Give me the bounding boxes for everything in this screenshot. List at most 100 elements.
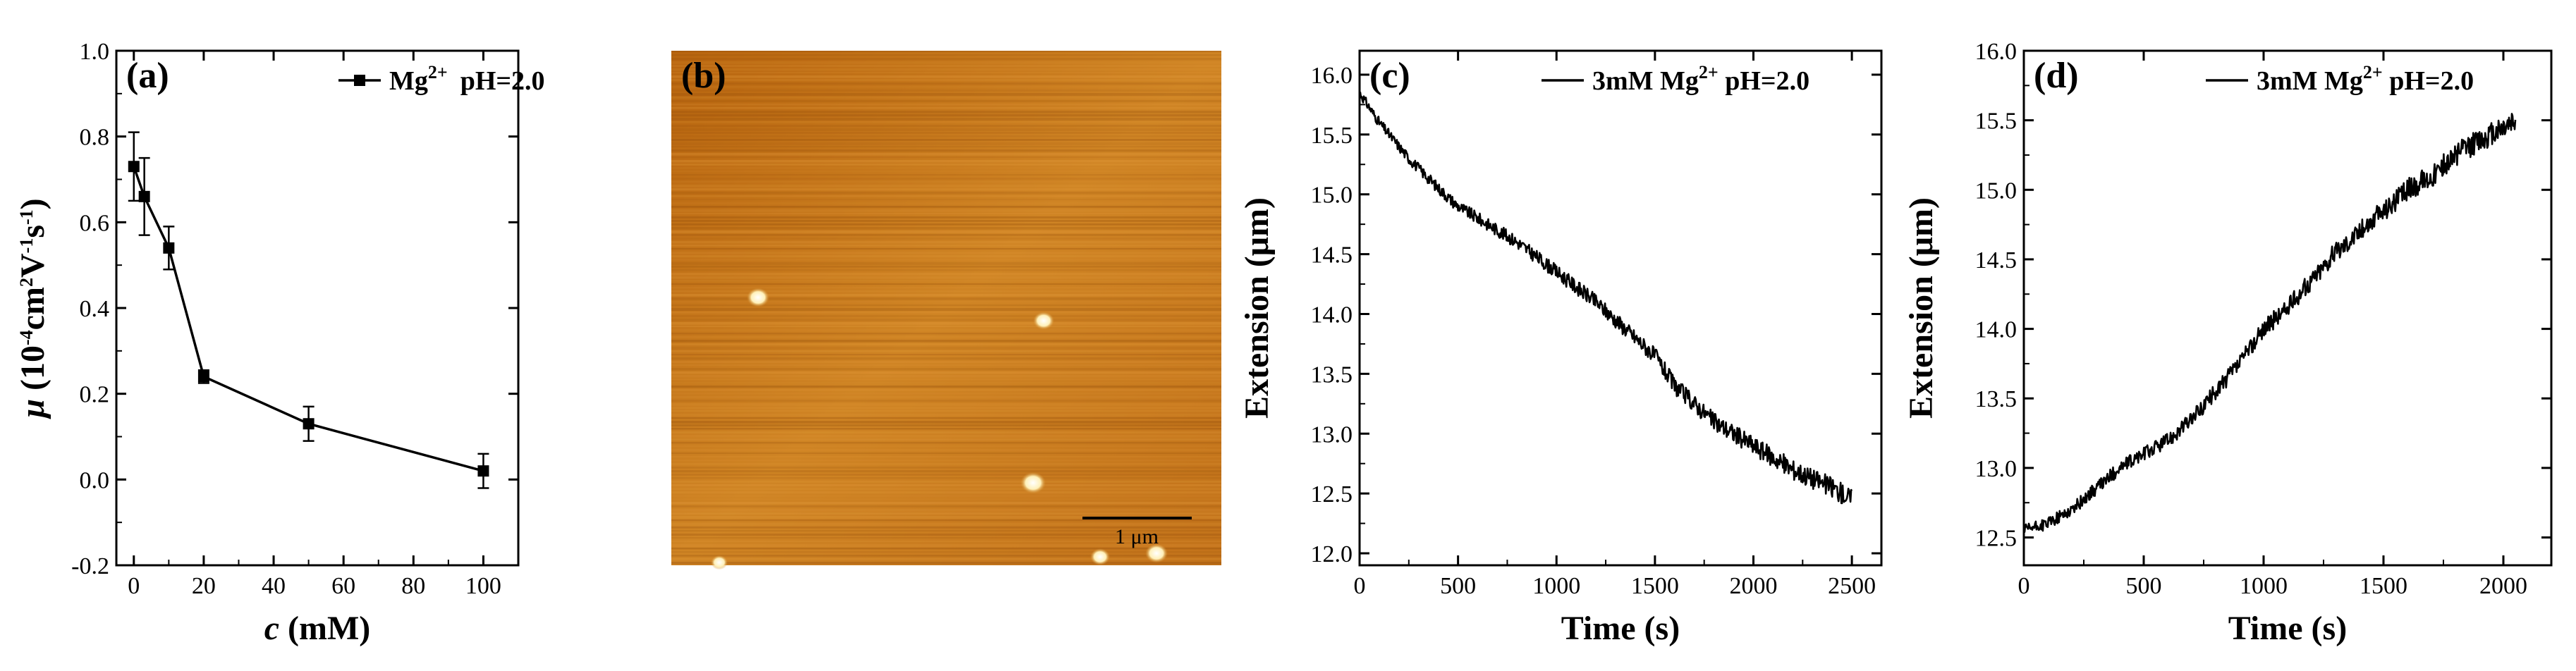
scan-line: [671, 209, 1221, 212]
scan-line: [671, 477, 1221, 479]
scan-line: [671, 58, 1221, 61]
scan-line: [671, 431, 1221, 434]
scan-line: [671, 523, 1221, 526]
y-tick-label: 14.0: [1975, 317, 2018, 343]
scan-line: [671, 357, 1221, 360]
scan-line: [671, 252, 1221, 254]
scale-bar-label: 1 μm: [1115, 525, 1159, 548]
scan-line: [671, 410, 1221, 412]
particle: [747, 288, 769, 307]
scan-line: [671, 361, 1221, 364]
scan-line: [671, 498, 1221, 500]
y-tick-label: 12.0: [1311, 541, 1353, 567]
scan-line: [671, 156, 1221, 159]
scan-line: [671, 488, 1221, 491]
scan-line: [671, 75, 1221, 78]
scan-line: [671, 223, 1221, 226]
scan-line: [671, 386, 1221, 388]
scan-line: [671, 171, 1221, 173]
scan-line: [671, 290, 1221, 293]
particle: [1090, 548, 1110, 565]
scan-line: [671, 100, 1221, 102]
scan-line: [671, 199, 1221, 201]
legend-label: 3mM Mg2+ pH=2.0: [2257, 62, 2474, 96]
panel-label: (c): [1369, 56, 1410, 96]
scan-line: [671, 445, 1221, 448]
scan-line: [671, 516, 1221, 519]
scan-line: [671, 142, 1221, 145]
scan-line: [671, 326, 1221, 328]
scan-line: [671, 230, 1221, 233]
scan-line: [671, 255, 1221, 258]
plot-frame: [1358, 49, 1883, 567]
scan-line: [671, 396, 1221, 399]
scan-line: [671, 541, 1221, 543]
x-tick-label: 0: [2018, 573, 2030, 599]
scan-line: [671, 301, 1221, 303]
scan-line: [671, 371, 1221, 374]
scan-line: [671, 456, 1221, 458]
series-trace: [1359, 92, 1853, 505]
panel-label: (d): [2034, 56, 2079, 96]
scan-line: [671, 555, 1221, 557]
y-tick-label: 16.0: [1311, 63, 1353, 89]
y-tick-label: -0.2: [71, 553, 109, 579]
y-tick-label: 13.0: [1975, 456, 2018, 482]
scan-line: [671, 65, 1221, 67]
scan-line: [671, 51, 1221, 53]
x-tick-label: 60: [331, 573, 355, 599]
scan-line: [671, 312, 1221, 314]
scan-line: [671, 121, 1221, 123]
y-tick-label: 14.0: [1311, 302, 1353, 328]
scan-line: [671, 259, 1221, 261]
scan-line: [671, 336, 1221, 338]
scan-line: [671, 304, 1221, 307]
scan-line: [671, 343, 1221, 346]
scan-line: [671, 118, 1221, 121]
scan-line: [671, 149, 1221, 152]
scan-line: [671, 491, 1221, 494]
scan-line: [671, 347, 1221, 350]
scan-line: [671, 135, 1221, 137]
data-point: [197, 371, 209, 383]
scan-line: [671, 227, 1221, 230]
panel-d: 0 500 1000 1500 2000 12.5 13.0 13.5 14.0 14.5 15.0…: [1903, 39, 2553, 647]
scan-line: [671, 460, 1221, 462]
scan-line: [671, 481, 1221, 483]
data-point: [477, 465, 489, 477]
plot-frame: [2022, 49, 2553, 567]
scan-line: [671, 378, 1221, 381]
scan-line: [671, 340, 1221, 343]
scan-line: [671, 153, 1221, 156]
scan-line: [671, 551, 1221, 553]
scan-line: [671, 382, 1221, 384]
scan-line: [671, 213, 1221, 215]
scan-line: [671, 393, 1221, 395]
x-tick-label: 0: [128, 573, 140, 599]
scan-line: [671, 104, 1221, 106]
x-tick-label: 1500: [1631, 573, 1679, 599]
scan-line: [671, 72, 1221, 74]
x-tick-label: 0: [1354, 573, 1366, 599]
data-point: [128, 161, 140, 173]
scan-line: [671, 417, 1221, 419]
scan-line: [671, 467, 1221, 469]
scan-line: [671, 297, 1221, 300]
scan-line: [671, 188, 1221, 191]
scan-line: [671, 114, 1221, 117]
x-tick-label: 500: [2126, 573, 2162, 599]
scan-line: [671, 428, 1221, 430]
particle: [1145, 543, 1168, 563]
scan-line: [671, 509, 1221, 512]
scan-line: [671, 280, 1221, 282]
scan-line: [671, 178, 1221, 180]
scan-line: [671, 562, 1221, 565]
scan-line: [671, 93, 1221, 96]
scan-line: [671, 125, 1221, 128]
scan-line: [671, 195, 1221, 197]
scan-line: [671, 421, 1221, 424]
scan-line: [671, 241, 1221, 244]
scan-line: [671, 202, 1221, 204]
data-point: [303, 418, 315, 430]
y-axis-title: μ (10-4cm2V-1s-1): [14, 198, 51, 419]
